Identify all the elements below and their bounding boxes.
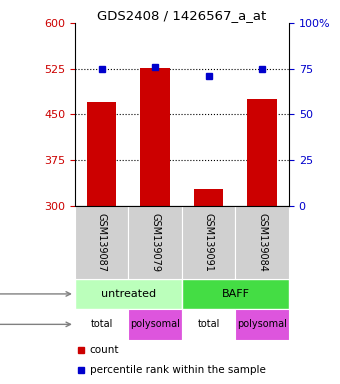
Bar <box>75 206 128 279</box>
Bar <box>140 68 170 206</box>
Text: percentile rank within the sample: percentile rank within the sample <box>90 365 266 375</box>
Text: polysomal: polysomal <box>237 319 287 329</box>
Bar <box>235 309 289 339</box>
Bar <box>129 206 182 279</box>
Text: untreated: untreated <box>101 289 156 299</box>
Bar <box>182 309 235 339</box>
Bar <box>235 206 289 279</box>
Text: GSM139091: GSM139091 <box>204 213 214 271</box>
Text: total: total <box>90 319 113 329</box>
Text: polysomal: polysomal <box>130 319 180 329</box>
Title: GDS2408 / 1426567_a_at: GDS2408 / 1426567_a_at <box>97 9 267 22</box>
Text: GSM139087: GSM139087 <box>97 213 106 272</box>
Bar <box>182 206 235 279</box>
Text: count: count <box>90 345 119 355</box>
Text: GSM139084: GSM139084 <box>257 213 267 271</box>
Text: agent: agent <box>0 289 70 299</box>
Bar <box>129 309 182 339</box>
Bar <box>194 189 223 206</box>
Text: GSM139079: GSM139079 <box>150 213 160 272</box>
Bar <box>248 99 277 206</box>
Text: BAFF: BAFF <box>221 289 250 299</box>
Text: total: total <box>198 319 220 329</box>
Bar <box>87 102 116 206</box>
Bar <box>75 309 128 339</box>
Bar <box>182 279 289 309</box>
Bar <box>75 279 182 309</box>
Text: protocol: protocol <box>0 319 70 329</box>
